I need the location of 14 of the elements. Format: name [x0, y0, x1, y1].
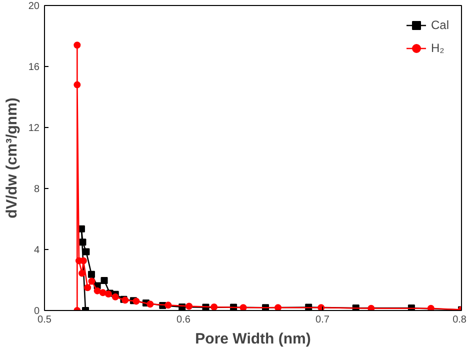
- x-tick-label: 0.7: [316, 314, 330, 326]
- y-tick-label: 4: [34, 245, 40, 256]
- x-tick-label: 0.8: [452, 314, 467, 326]
- y-tick-label: 0: [34, 306, 40, 317]
- x-tick-label: 0.5: [38, 314, 52, 326]
- y-tick-label: 12: [28, 123, 40, 134]
- x-axis-title: Pore Width (nm): [195, 330, 311, 348]
- x-tick-label: 0.6: [176, 314, 191, 326]
- legend-label: H₂: [431, 41, 446, 55]
- y-tick-label: 20: [28, 1, 40, 12]
- y-tick-label: 16: [28, 62, 40, 73]
- y-axis-title: dV/dw (cm³/gnm): [3, 98, 20, 218]
- legend-label: Cal: [431, 18, 450, 32]
- y-tick-label: 8: [34, 184, 40, 195]
